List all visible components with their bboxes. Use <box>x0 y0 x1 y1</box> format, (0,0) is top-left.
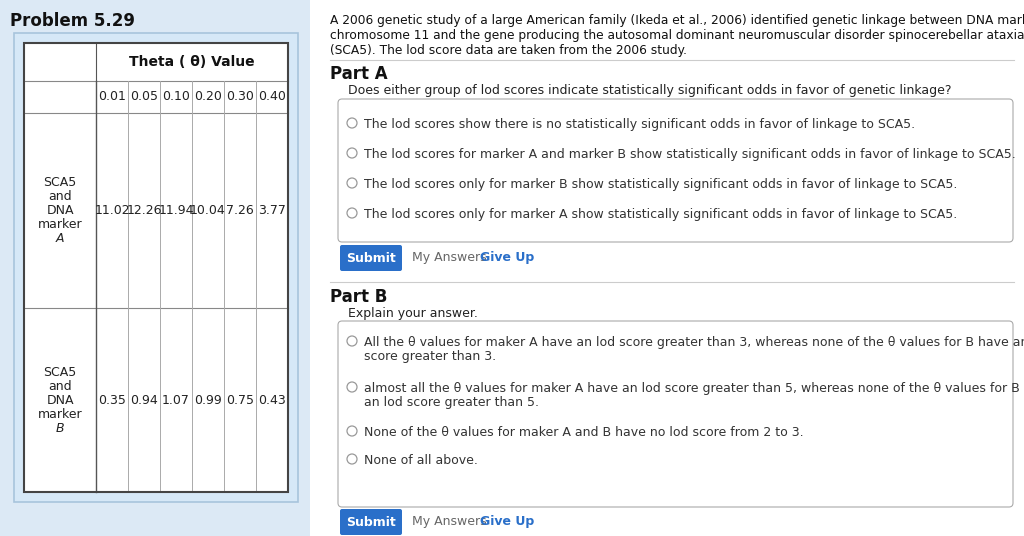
Bar <box>24 43 288 492</box>
Text: 1.07: 1.07 <box>162 393 189 406</box>
Text: The lod scores only for marker A show statistically significant odds in favor of: The lod scores only for marker A show st… <box>364 208 957 221</box>
Text: The lod scores only for marker B show statistically significant odds in favor of: The lod scores only for marker B show st… <box>364 178 957 191</box>
Text: Part A: Part A <box>330 65 388 83</box>
Text: 0.35: 0.35 <box>98 393 126 406</box>
Text: score greater than 3.: score greater than 3. <box>364 350 496 363</box>
Text: 7.26: 7.26 <box>226 204 254 217</box>
Text: Does either group of lod scores indicate statistically significant odds in favor: Does either group of lod scores indicate… <box>348 84 951 97</box>
Text: marker: marker <box>38 407 82 421</box>
Text: None of all above.: None of all above. <box>364 454 478 467</box>
Text: Theta ( θ) Value: Theta ( θ) Value <box>129 55 255 69</box>
Text: The lod scores for marker A and marker B show statistically significant odds in : The lod scores for marker A and marker B… <box>364 148 1016 161</box>
Text: 0.99: 0.99 <box>195 393 222 406</box>
Text: Explain your answer.: Explain your answer. <box>348 307 478 320</box>
Text: Give Up: Give Up <box>480 251 535 264</box>
Text: Submit: Submit <box>346 251 396 264</box>
Text: My Answers: My Answers <box>412 251 486 264</box>
Text: and: and <box>48 190 72 203</box>
Text: Problem 5.29: Problem 5.29 <box>10 12 135 30</box>
Text: (SCA5). The lod score data are taken from the 2006 study.: (SCA5). The lod score data are taken fro… <box>330 44 687 57</box>
Text: SCA5: SCA5 <box>43 366 77 378</box>
FancyBboxPatch shape <box>338 99 1013 242</box>
Text: 11.94: 11.94 <box>159 204 194 217</box>
Text: an lod score greater than 5.: an lod score greater than 5. <box>364 396 539 409</box>
Text: 0.05: 0.05 <box>130 91 158 103</box>
Text: None of the θ values for maker A and B have no lod score from 2 to 3.: None of the θ values for maker A and B h… <box>364 426 804 439</box>
Bar <box>24 43 288 492</box>
Text: My Answers: My Answers <box>412 516 486 528</box>
Text: 0.40: 0.40 <box>258 91 286 103</box>
FancyBboxPatch shape <box>14 33 298 502</box>
FancyBboxPatch shape <box>340 245 402 271</box>
Text: 0.10: 0.10 <box>162 91 189 103</box>
Text: 11.02: 11.02 <box>94 204 130 217</box>
Text: DNA: DNA <box>46 393 74 406</box>
Text: almost all the θ values for maker A have an lod score greater than 5, whereas no: almost all the θ values for maker A have… <box>364 382 1024 395</box>
Text: 3.77: 3.77 <box>258 204 286 217</box>
Text: 10.04: 10.04 <box>190 204 226 217</box>
Text: 0.20: 0.20 <box>195 91 222 103</box>
Text: The lod scores show there is no statistically significant odds in favor of linka: The lod scores show there is no statisti… <box>364 118 915 131</box>
Text: 0.94: 0.94 <box>130 393 158 406</box>
FancyBboxPatch shape <box>338 321 1013 507</box>
Text: 12.26: 12.26 <box>126 204 162 217</box>
Text: Give Up: Give Up <box>480 516 535 528</box>
Text: 0.01: 0.01 <box>98 91 126 103</box>
Text: 0.30: 0.30 <box>226 91 254 103</box>
Text: SCA5: SCA5 <box>43 176 77 189</box>
Text: A: A <box>55 232 65 245</box>
Text: Part B: Part B <box>330 288 387 306</box>
Text: 0.43: 0.43 <box>258 393 286 406</box>
Text: All the θ values for maker A have an lod score greater than 3, whereas none of t: All the θ values for maker A have an lod… <box>364 336 1024 349</box>
Text: A 2006 genetic study of a large American family (Ikeda et al., 2006) identified : A 2006 genetic study of a large American… <box>330 14 1024 27</box>
Text: B: B <box>55 421 65 435</box>
Text: chromosome 11 and the gene producing the autosomal dominant neuromuscular disord: chromosome 11 and the gene producing the… <box>330 29 1024 42</box>
Text: Submit: Submit <box>346 516 396 528</box>
Text: 0.75: 0.75 <box>226 393 254 406</box>
Text: DNA: DNA <box>46 204 74 217</box>
FancyBboxPatch shape <box>340 509 402 535</box>
Text: and: and <box>48 379 72 392</box>
Text: marker: marker <box>38 218 82 231</box>
Bar <box>0 0 310 536</box>
